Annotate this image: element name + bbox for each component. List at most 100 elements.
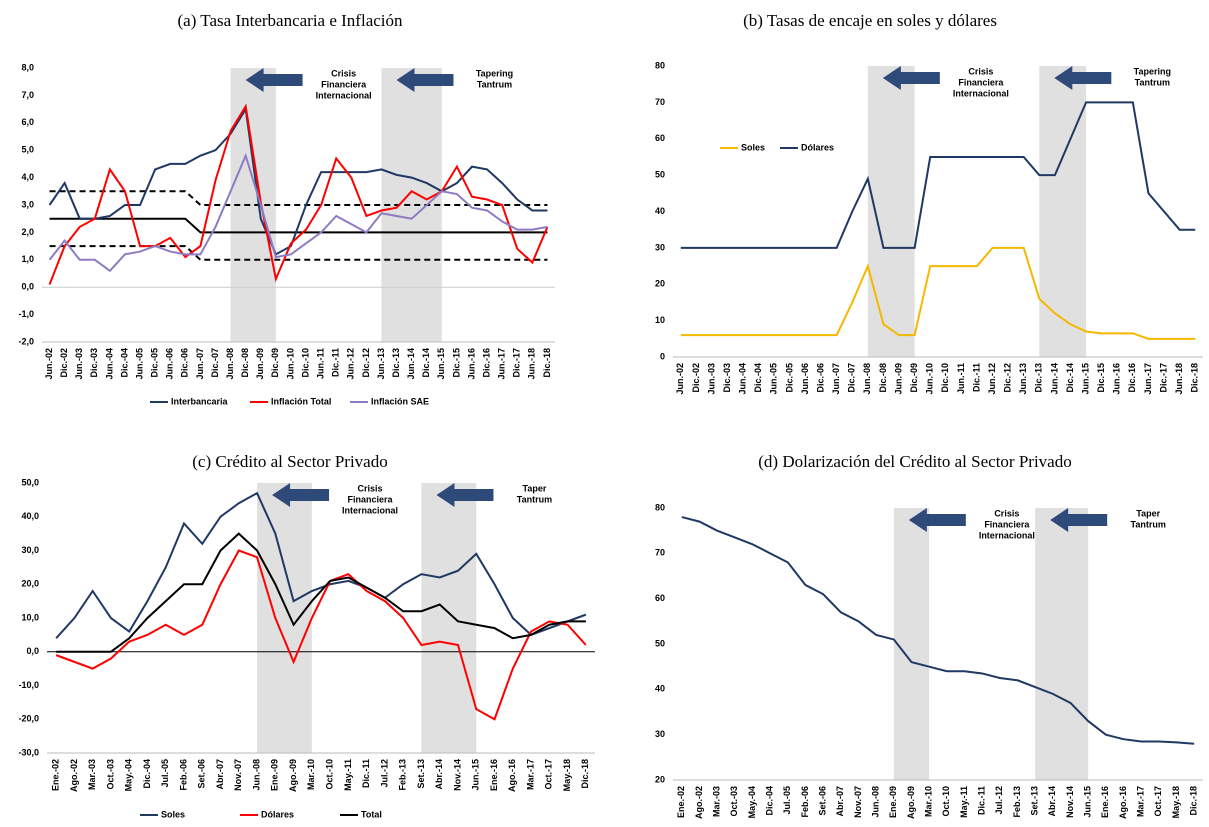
panel: (b) Tasas de encaje en soles y dólares Cr… (655, 11, 1203, 395)
x-tick-label: Jun.-18 (527, 348, 537, 380)
x-tick-label: Ago.-16 (1118, 786, 1128, 819)
arrow (1054, 66, 1112, 90)
y-tick-label: 10,0 (21, 612, 39, 622)
annotation: Internacional (342, 505, 398, 515)
x-tick-label: Jun.-14 (406, 348, 416, 380)
annotation: Tapering (1134, 66, 1171, 76)
x-tick-label: Mar.-03 (87, 759, 97, 790)
y-tick-label: 20 (655, 279, 665, 289)
x-tick-label: Jun.-03 (706, 363, 716, 395)
shaded-period (381, 68, 442, 342)
x-tick-label: Ene.-16 (489, 759, 499, 791)
x-tick-label: Oct.-17 (1153, 786, 1163, 817)
shaded-period (1039, 66, 1087, 357)
x-tick-label: Nov.-07 (853, 786, 863, 818)
y-tick-label: -10,0 (18, 680, 39, 690)
x-tick-label: Jul.-05 (782, 786, 792, 815)
series-line (48, 152, 548, 273)
annotation: Tantrum (1130, 519, 1165, 529)
x-tick-label: Jun.-13 (376, 348, 386, 380)
y-tick-label: 20,0 (21, 579, 39, 589)
x-tick-label: Jun.-04 (104, 348, 114, 380)
y-tick-label: 50 (655, 170, 665, 180)
annotation: Internacional (316, 90, 372, 100)
y-tick-label: 6,0 (21, 117, 34, 127)
x-tick-label: Dic.-07 (210, 348, 220, 378)
x-tick-label: Ene.-02 (51, 759, 61, 791)
x-tick-label: Dic.-13 (391, 348, 401, 378)
x-tick-label: Jun.-17 (1143, 363, 1153, 395)
legend-label: Inflación Total (271, 396, 331, 406)
series-line (680, 246, 1196, 340)
series-line (681, 516, 1195, 745)
x-tick-label: Set.-06 (818, 786, 828, 816)
x-tick-label: Jun.-09 (255, 348, 265, 380)
x-tick-label: Mar.-10 (924, 786, 934, 817)
x-tick-label: Ago.-02 (694, 786, 704, 819)
x-tick-label: Jun.-04 (738, 363, 748, 395)
x-tick-label: Dic.-05 (150, 348, 160, 378)
x-tick-label: May.-11 (959, 786, 969, 818)
x-tick-label: Jun.-12 (346, 348, 356, 380)
x-tick-label: Dic.-17 (1158, 363, 1168, 393)
y-tick-label: 60 (655, 593, 665, 603)
y-tick-label: -2,0 (18, 336, 34, 346)
y-tick-label: 0,0 (26, 646, 39, 656)
x-tick-label: Jun.-10 (285, 348, 295, 380)
y-tick-label: 7,0 (21, 90, 34, 100)
x-tick-label: Dic.-16 (481, 348, 491, 378)
x-tick-label: Jun.-10 (925, 363, 935, 395)
x-tick-label: Jun.-07 (831, 363, 841, 395)
x-tick-label: Dic.-14 (421, 348, 431, 378)
chart-title: (b) Tasas de encaje en soles y dólares (743, 11, 997, 30)
reference-line (49, 245, 548, 261)
y-tick-label: 20 (655, 774, 665, 784)
chart-title: (d) Dolarización del Crédito al Sector P… (758, 452, 1071, 471)
x-tick-label: Jun.-12 (987, 363, 997, 395)
y-tick-label: 60 (655, 133, 665, 143)
y-tick-label: 70 (655, 97, 665, 107)
annotation: Taper (1136, 508, 1160, 518)
y-tick-label: 1,0 (21, 254, 34, 264)
x-tick-label: Jun.-15 (1080, 363, 1090, 395)
annotation: Internacional (953, 88, 1009, 98)
x-tick-label: Dic.-17 (512, 348, 522, 378)
annotation: Financiera (321, 79, 367, 89)
x-tick-label: Jun.-06 (165, 348, 175, 380)
x-tick-label: Dic.-03 (722, 363, 732, 393)
x-tick-label: Dic.-09 (909, 363, 919, 393)
chart-title: (a) Tasa Interbancaria e Inflación (177, 11, 403, 30)
x-tick-label: Ene.-09 (888, 786, 898, 818)
annotation: Internacional (979, 530, 1035, 540)
series-line (55, 549, 587, 721)
annotation: Crisis (994, 508, 1019, 518)
x-tick-label: Dic.-18 (1190, 363, 1200, 393)
y-tick-label: 30,0 (21, 545, 39, 555)
x-tick-label: Dic.-11 (977, 786, 987, 815)
y-tick-label: 10 (655, 315, 665, 325)
legend-label: Soles (741, 142, 765, 152)
x-tick-label: Jun.-08 (251, 759, 261, 791)
x-tick-label: Dic.-05 (784, 363, 794, 393)
arrow (272, 483, 330, 507)
x-tick-label: Mar.-17 (525, 759, 535, 790)
x-tick-label: Jun.-15 (1083, 786, 1093, 818)
y-tick-label: 30 (655, 242, 665, 252)
x-tick-label: Jun.-02 (44, 348, 54, 380)
y-tick-label: 80 (655, 60, 665, 70)
x-tick-label: Feb.-06 (800, 786, 810, 818)
y-tick-label: 0 (660, 351, 665, 361)
y-tick-label: 0,0 (21, 282, 34, 292)
x-tick-label: Jul.-05 (160, 759, 170, 788)
x-tick-label: Jun.-15 (471, 759, 481, 791)
y-tick-label: 50 (655, 638, 665, 648)
x-tick-label: Abr.-07 (215, 759, 225, 790)
x-tick-label: Dic.-18 (1189, 786, 1199, 816)
x-tick-label: Dic.-11 (361, 759, 371, 788)
x-tick-label: Dic.-08 (240, 348, 250, 378)
x-tick-label: Dic.-15 (451, 348, 461, 378)
x-tick-label: Dic.-08 (878, 363, 888, 393)
annotation: Taper (523, 483, 547, 493)
x-tick-label: Nov.-07 (233, 759, 243, 791)
